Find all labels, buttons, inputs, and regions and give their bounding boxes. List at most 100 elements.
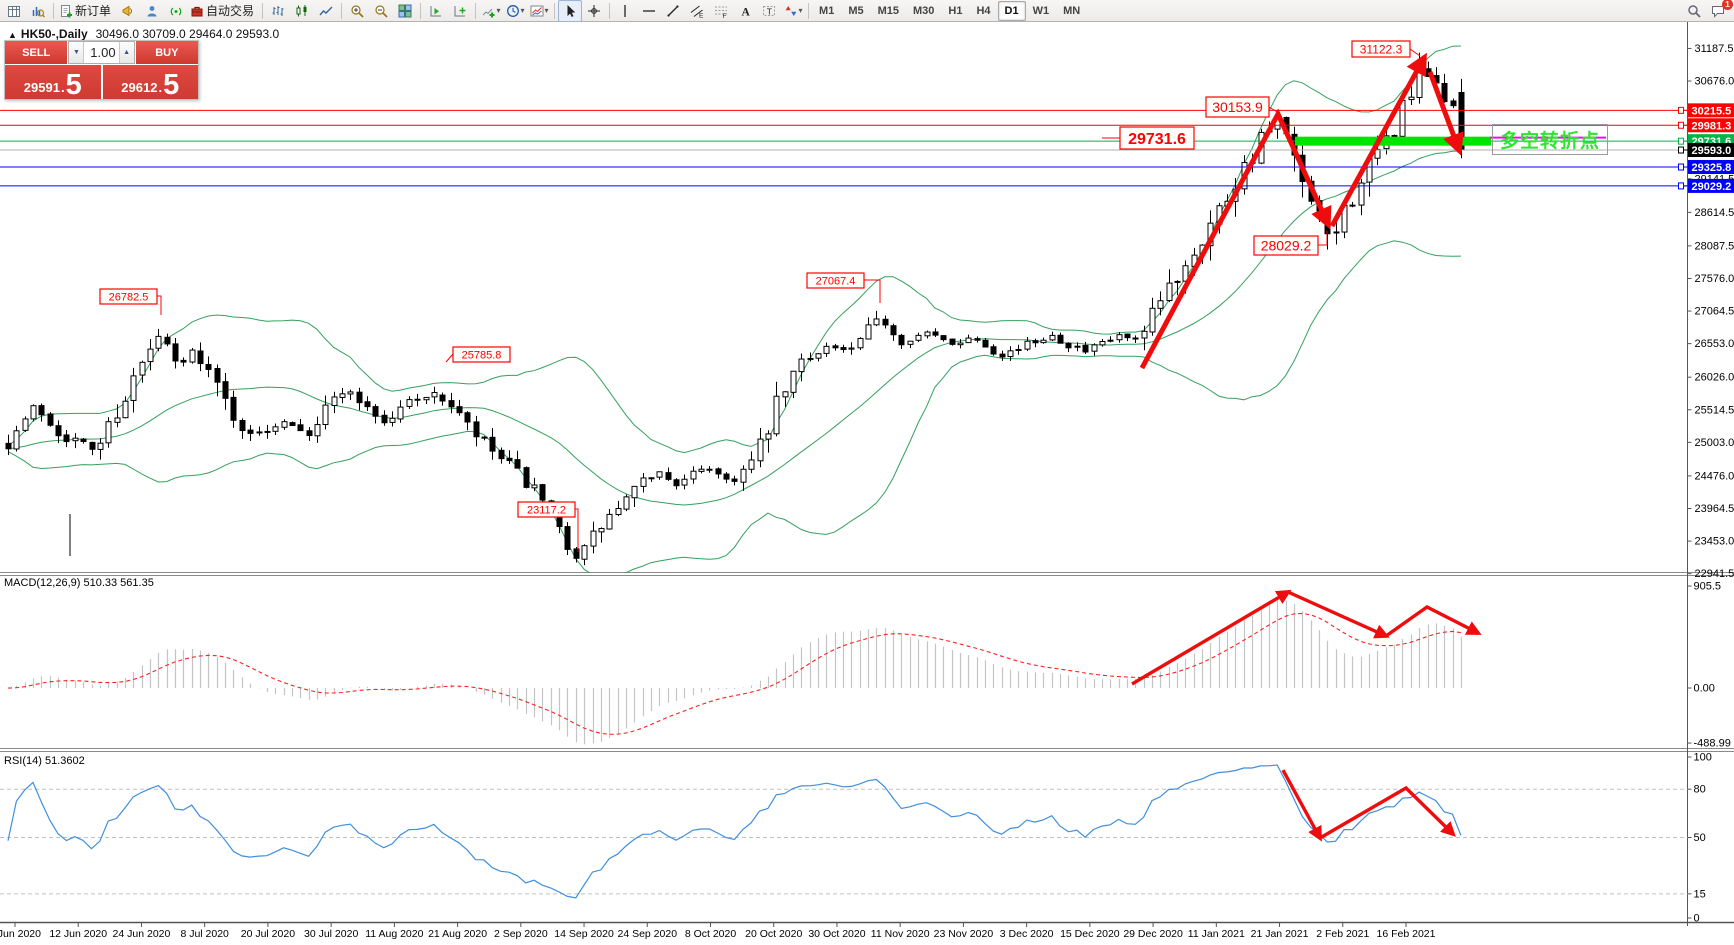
- toolbar-separator: [262, 2, 264, 19]
- rsi-label: RSI(14) 51.3602: [4, 755, 85, 767]
- rsi-scale-label: 80: [1694, 784, 1706, 796]
- chevron-down-icon[interactable]: ▾: [544, 6, 549, 15]
- arrows-button[interactable]: ▾: [781, 0, 805, 22]
- svg-text:27067.4: 27067.4: [816, 275, 856, 287]
- buy-button[interactable]: BUY: [135, 41, 199, 64]
- turning-point-note[interactable]: 多空转折点: [1492, 124, 1608, 155]
- price-tick-label: 27576.0: [1695, 273, 1734, 285]
- date-tick-label: 20 Oct 2020: [745, 928, 802, 940]
- chevron-down-icon[interactable]: ▾: [520, 6, 525, 15]
- callout-29731.6[interactable]: 29731.6: [1102, 126, 1195, 150]
- notification-badge: 1: [1722, 0, 1733, 10]
- horizontal-line-button[interactable]: [637, 0, 661, 22]
- horizontal-levels[interactable]: [0, 109, 1688, 187]
- callout-27067.4[interactable]: 27067.4: [806, 272, 881, 303]
- price-callouts[interactable]: 26782.5 25785.8 23117.2 27067.4 30153.9 29731…: [99, 40, 1421, 552]
- callout-30153.9[interactable]: 30153.9: [1205, 96, 1280, 118]
- signal-icon: [169, 4, 183, 18]
- channel-button[interactable]: E: [685, 0, 709, 22]
- timeframe-m30[interactable]: M30: [913, 4, 935, 17]
- signals-button[interactable]: [164, 0, 188, 22]
- trendline-button[interactable]: [661, 0, 685, 22]
- support-band[interactable]: [1295, 136, 1491, 146]
- chartshift-icon: [453, 4, 467, 18]
- candlestick-chart-button[interactable]: [290, 0, 314, 22]
- volume-value[interactable]: 1.00: [90, 45, 116, 60]
- price-tick-label: 27064.5: [1695, 306, 1734, 318]
- cursor-button[interactable]: [558, 0, 583, 22]
- label-button[interactable]: T: [757, 0, 781, 22]
- indplus-icon: [482, 4, 496, 18]
- macd-trend-arrows[interactable]: [1131, 589, 1482, 686]
- timeframe-h1[interactable]: H1: [948, 4, 963, 17]
- zoomin-icon: [350, 4, 364, 18]
- timeframe-h4[interactable]: H4: [976, 4, 991, 17]
- new-order-button-label: 新订单: [75, 4, 112, 18]
- indicators-button[interactable]: ▾: [479, 0, 503, 22]
- price-badge-29981.3: 29981.3: [1692, 120, 1732, 132]
- chart-canvas[interactable]: 31187.530676.030164.529653.029141.528614…: [0, 22, 1734, 945]
- chart-shift-button[interactable]: [448, 0, 472, 22]
- publisher-button[interactable]: [140, 0, 164, 22]
- timeframe-d1[interactable]: D1: [997, 0, 1026, 21]
- timeframe-mn[interactable]: MN: [1063, 4, 1081, 17]
- chevron-down-icon[interactable]: ▾: [496, 6, 501, 15]
- price-tick-label: 22941.5: [1695, 568, 1734, 580]
- timeframe-m15[interactable]: M15: [877, 4, 899, 17]
- metaquotes-button[interactable]: [116, 0, 140, 22]
- svg-text:28029.2: 28029.2: [1261, 238, 1312, 254]
- price-tick-label: 23453.0: [1695, 536, 1734, 548]
- timeframe-m1[interactable]: M1: [819, 4, 835, 17]
- rsi-trend-arrows[interactable]: [1281, 769, 1456, 842]
- window-grid-button[interactable]: [2, 0, 26, 22]
- fibonacci-button[interactable]: F: [709, 0, 733, 22]
- volume-decrease-button[interactable]: ▼: [69, 42, 85, 63]
- callout-31122.3[interactable]: 31122.3: [1351, 40, 1421, 58]
- timeframe-m5[interactable]: M5: [848, 4, 864, 17]
- rsi-scale-label: 100: [1694, 752, 1712, 764]
- date-axis[interactable]: 2 Jun 2020 12 Jun 2020 24 Jun 2020 8 Jul 20…: [0, 923, 1436, 940]
- volume-increase-button[interactable]: ▲: [118, 42, 134, 63]
- zoom-in-button[interactable]: [345, 0, 369, 22]
- new-order-button[interactable]: 新订单: [57, 0, 116, 22]
- date-tick-label: 15 Dec 2020: [1060, 928, 1120, 940]
- templates-button[interactable]: ▾: [527, 0, 551, 22]
- price-tick-label: 31187.5: [1695, 43, 1734, 55]
- chartfwd-icon: [429, 4, 443, 18]
- pane-frames: [0, 22, 1734, 945]
- price-trend-arrows[interactable]: [1139, 52, 1464, 370]
- chevron-down-icon[interactable]: ▾: [798, 6, 803, 15]
- buy-price[interactable]: 29612. 5: [102, 65, 198, 100]
- sell-price[interactable]: 29591. 5: [5, 65, 101, 100]
- periods-button[interactable]: ▾: [503, 0, 527, 22]
- callout-26782.5[interactable]: 26782.5: [99, 288, 162, 315]
- line-chart-button[interactable]: [314, 0, 338, 22]
- callout-25785.8[interactable]: 25785.8: [445, 346, 511, 363]
- rsi-scale-label: 0: [1694, 913, 1700, 925]
- chart-window[interactable]: 31187.530676.030164.529653.029141.528614…: [0, 22, 1734, 945]
- callout-23117.2[interactable]: 23117.2: [517, 501, 579, 552]
- crosshair-button[interactable]: [582, 0, 606, 22]
- date-tick-label: 20 Jul 2020: [241, 928, 295, 940]
- vertical-line-button[interactable]: [613, 0, 637, 22]
- rsi-scale-label: 50: [1694, 832, 1706, 844]
- top-toolbar: 新订单 自动交易 ▾ ▾ ▾ E F A T ▾ M1 M5 M15 M30 H1 H4 D1 W1 MN 1: [0, 0, 1734, 22]
- callout-28029.2[interactable]: 28029.2: [1253, 231, 1328, 256]
- timeframe-w1[interactable]: W1: [1032, 4, 1050, 17]
- tile-windows-button[interactable]: [393, 0, 417, 22]
- chart-forward-button[interactable]: [424, 0, 448, 22]
- autotrading-button[interactable]: 自动交易: [188, 0, 259, 22]
- collapse-marker-icon[interactable]: ▲: [8, 30, 17, 40]
- zoom-out-button[interactable]: [369, 0, 393, 22]
- date-tick-label: 16 Feb 2021: [1377, 928, 1436, 940]
- sell-button[interactable]: SELL: [5, 41, 68, 64]
- data-window-button[interactable]: [26, 0, 50, 22]
- date-tick-label: 2 Sep 2020: [494, 928, 548, 940]
- bar-chart-button[interactable]: [266, 0, 290, 22]
- price-tick-label: 23964.5: [1695, 503, 1734, 515]
- chat-button[interactable]: 1: [1706, 0, 1733, 22]
- chartmag-icon: [31, 4, 45, 18]
- svg-text:29731.6: 29731.6: [1128, 131, 1186, 148]
- search-button[interactable]: [1682, 0, 1706, 22]
- text-button[interactable]: A: [733, 0, 757, 22]
